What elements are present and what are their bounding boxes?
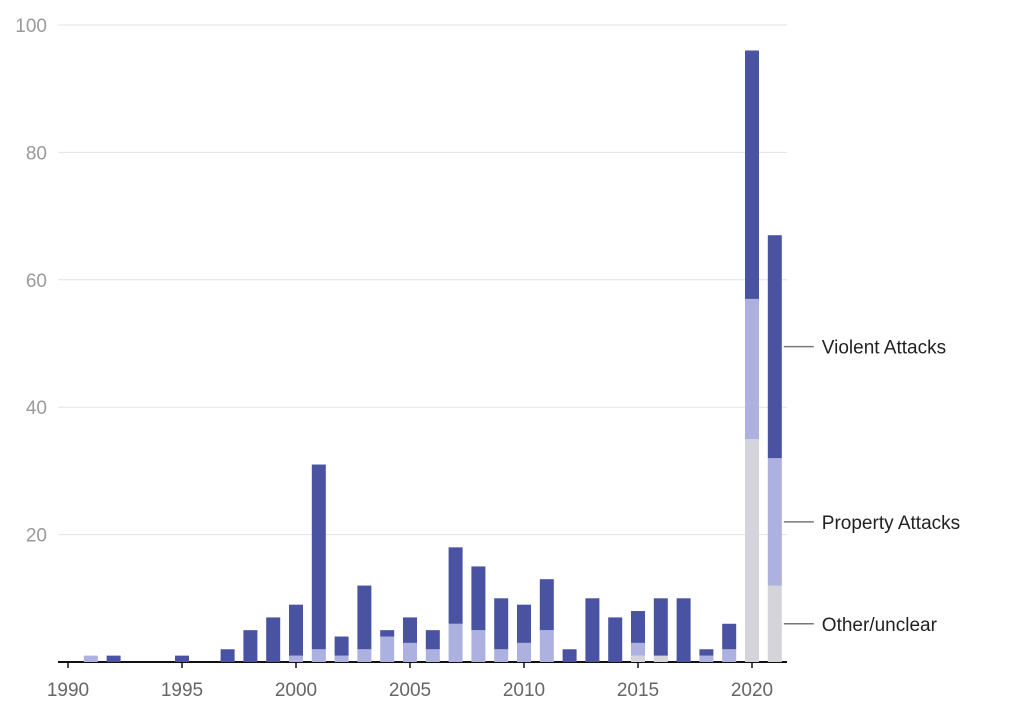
bar-segment (380, 630, 395, 637)
bar-segment (631, 655, 645, 662)
legend-label: Other/unclear (822, 615, 938, 636)
bar-segment (289, 604, 303, 656)
x-tick-label: 2020 (731, 680, 773, 701)
bar-segment (334, 655, 349, 662)
bar-segment (403, 617, 417, 643)
bar-segment (745, 439, 759, 662)
x-tick-label: 2005 (389, 680, 431, 701)
x-tick-label: 2000 (275, 680, 317, 701)
bar-segment (471, 566, 486, 631)
bar-segment (653, 598, 668, 656)
bar-segment (767, 235, 782, 459)
bar-segment (220, 649, 235, 662)
bar-segment (266, 617, 281, 662)
bars (83, 50, 782, 662)
bar-segment (585, 598, 600, 662)
y-tick-label: 80 (26, 143, 47, 164)
y-axis-ticks: 20 40 60 80 100 (15, 16, 47, 547)
bar-segment (311, 464, 326, 650)
bar-segment (745, 50, 759, 299)
bar-segment (767, 458, 782, 586)
y-tick-label: 20 (26, 526, 47, 547)
bar-segment (83, 655, 98, 662)
bar-segment (699, 649, 714, 656)
x-tick-label: 2015 (617, 680, 659, 701)
bar-segment (494, 649, 509, 662)
bar-segment (722, 649, 737, 662)
bar-segment (106, 655, 121, 662)
bar-segment (403, 642, 417, 662)
legend-label: Violent Attacks (822, 338, 946, 359)
bar-segment (517, 604, 531, 643)
bar-segment (539, 579, 554, 631)
legend: Other/unclear Property Attacks Violent Att… (783, 338, 960, 636)
bar-segment (745, 298, 759, 440)
bar-segment (699, 655, 714, 662)
bar-segment (334, 636, 349, 656)
bar-segment (448, 547, 463, 624)
x-axis-ticks: 1990 1995 2000 2005 2010 2015 2020 (47, 662, 773, 701)
x-tick-label: 2010 (503, 680, 545, 701)
bar-segment (448, 623, 463, 662)
bar-segment (380, 636, 395, 662)
y-tick-label: 60 (26, 271, 47, 292)
y-tick-label: 100 (15, 16, 47, 37)
gridlines (58, 24, 787, 663)
bar-segment (517, 642, 531, 662)
bar-segment (631, 611, 645, 643)
x-tick-label: 1995 (161, 680, 203, 701)
bar-segment (311, 649, 326, 662)
bar-segment (608, 617, 623, 662)
y-tick-label: 40 (26, 398, 47, 419)
bar-segment (653, 655, 668, 662)
bar-segment (767, 585, 782, 662)
bar-segment (357, 649, 372, 662)
bar-segment (175, 655, 189, 662)
bar-segment (425, 649, 440, 662)
bar-segment (539, 630, 554, 662)
bar-segment (631, 642, 645, 656)
bar-segment (494, 598, 509, 650)
legend-label: Property Attacks (822, 513, 960, 534)
x-tick-label: 1990 (47, 680, 89, 701)
bar-segment (289, 655, 303, 662)
bar-segment (722, 623, 737, 650)
bar-segment (425, 630, 440, 650)
bar-segment (562, 649, 577, 662)
bar-segment (471, 630, 486, 662)
bar-segment (676, 598, 691, 662)
bar-segment (357, 585, 372, 650)
bar-segment (243, 630, 258, 662)
